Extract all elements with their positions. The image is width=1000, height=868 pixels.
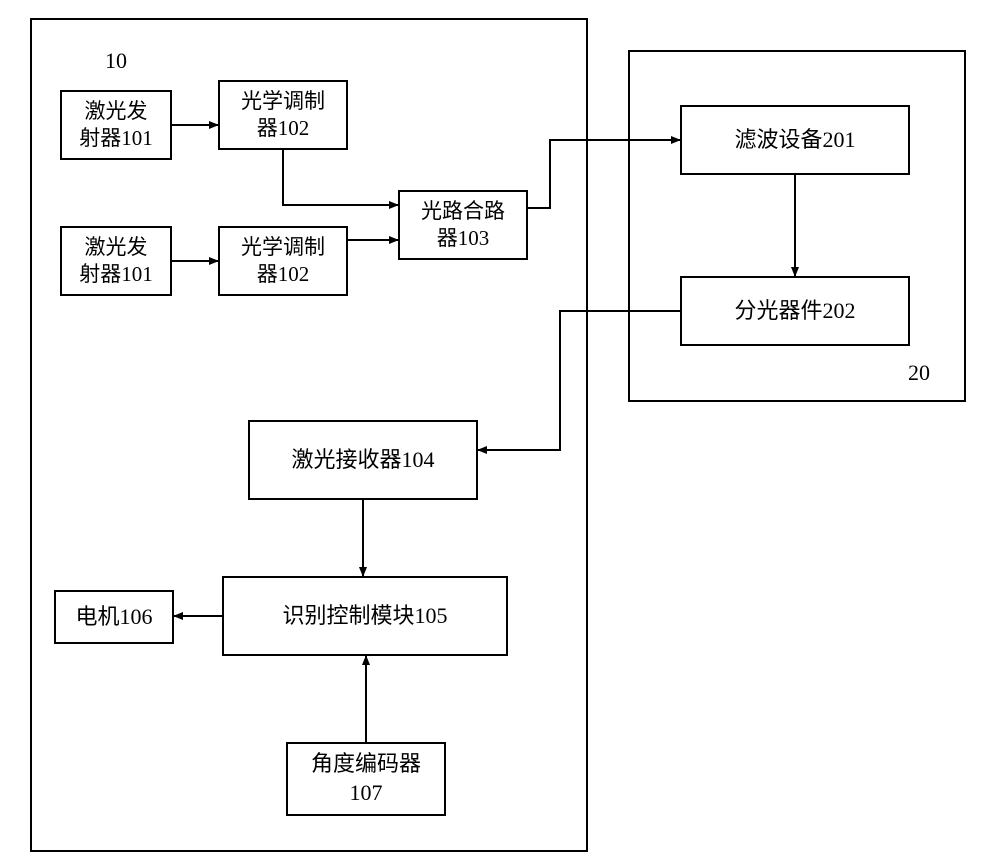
node-receiver: 激光接收器104 [248,420,478,500]
node-label-laser1: 激光发射器101 [79,98,153,153]
node-label-laser2: 激光发射器101 [79,234,153,289]
node-laser1: 激光发射器101 [60,90,172,160]
container-label-left: 10 [105,48,127,74]
node-encoder: 角度编码器107 [286,742,446,816]
node-label-receiver: 激光接收器104 [291,446,434,475]
node-label-encoder: 角度编码器107 [311,750,421,807]
node-label-ctrl: 识别控制模块105 [282,602,447,631]
node-label-mod2: 光学调制器102 [241,234,325,289]
node-filter: 滤波设备201 [680,105,910,175]
node-label-filter: 滤波设备201 [734,126,855,155]
node-ctrl: 识别控制模块105 [222,576,508,656]
node-label-motor: 电机106 [75,603,152,632]
node-label-mod1: 光学调制器102 [241,88,325,143]
node-motor: 电机106 [54,590,174,644]
container-right [628,50,966,402]
node-label-combiner: 光路合路器103 [421,198,505,253]
node-mod1: 光学调制器102 [218,80,348,150]
node-splitter: 分光器件202 [680,276,910,346]
node-laser2: 激光发射器101 [60,226,172,296]
node-label-splitter: 分光器件202 [734,297,855,326]
node-combiner: 光路合路器103 [398,190,528,260]
container-label-right: 20 [908,360,930,386]
node-mod2: 光学调制器102 [218,226,348,296]
